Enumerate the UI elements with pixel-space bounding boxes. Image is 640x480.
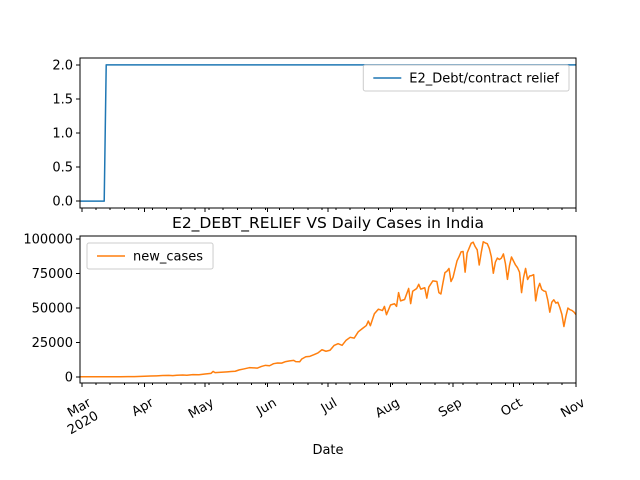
y-tick-label: 75000	[32, 267, 73, 282]
bottom-legend-box	[86, 242, 214, 270]
y-tick-label: 0.0	[52, 195, 73, 210]
x-tick-label: Jul	[318, 396, 340, 417]
x-axis-label: Date	[312, 443, 343, 458]
top-series-lines	[80, 64, 576, 202]
top-legend-box	[362, 64, 570, 92]
top-subplot: 0.0 0.5 1.0 1.5 2.0 E2_Debt/contract relief	[52, 57, 577, 212]
bottom-legend: new_cases	[86, 242, 214, 270]
y-tick-label: 1.5	[52, 92, 73, 107]
y-tick-label: 1.0	[52, 127, 73, 142]
y-tick-label: 100000	[23, 232, 73, 247]
series-line	[79, 241, 577, 378]
bottom-plot-frame	[79, 235, 577, 384]
bottom-y-ticks: 0 25000 50000 75000 100000	[23, 232, 80, 385]
y-tick-label: 0.5	[52, 161, 73, 176]
top-legend-label: E2_Debt/contract relief	[409, 72, 559, 87]
y-tick-label: 0	[65, 370, 73, 385]
bottom-legend-label: new_cases	[133, 250, 203, 265]
bottom-series-lines	[79, 241, 577, 378]
top-plot-frame	[79, 57, 577, 209]
top-x-ticks	[81, 208, 577, 212]
y-tick-label: 25000	[32, 336, 73, 351]
top-y-ticks: 0.0 0.5 1.0 1.5 2.0	[52, 58, 80, 210]
bottom-chart-title: E2_DEBT_RELIEF VS Daily Cases in India	[172, 214, 484, 233]
series-line	[80, 64, 576, 202]
top-legend: E2_Debt/contract relief	[362, 64, 570, 92]
y-tick-label: 50000	[32, 301, 73, 316]
y-tick-label: 2.0	[52, 58, 73, 73]
